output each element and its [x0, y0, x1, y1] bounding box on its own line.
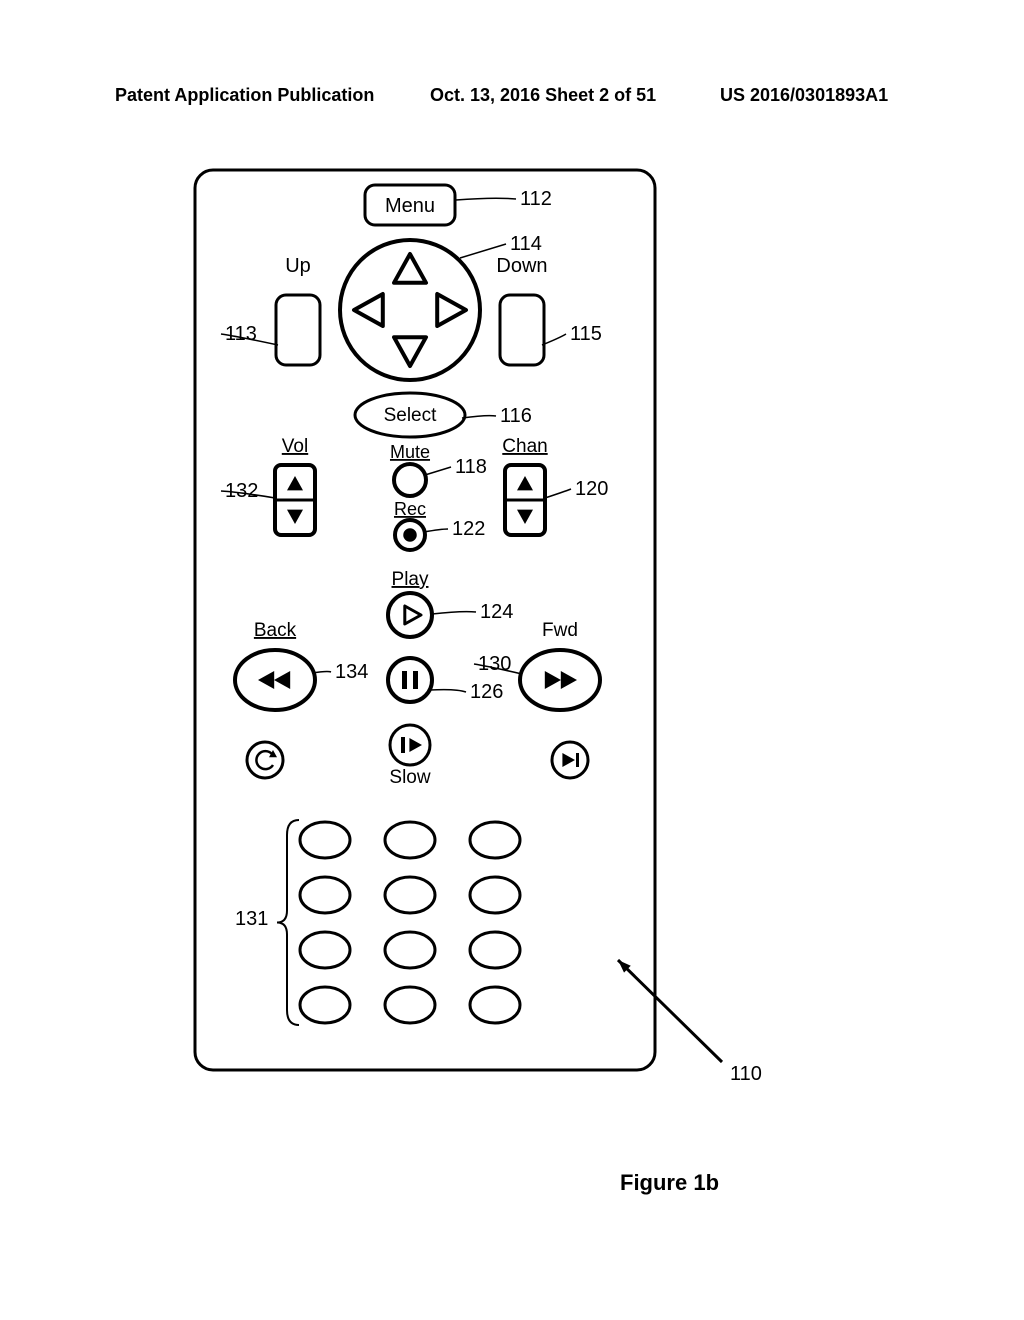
callout-122: 122 [452, 518, 485, 540]
chan-label: Chan [502, 436, 547, 457]
callout-124: 124 [480, 601, 513, 623]
numpad-button[interactable] [300, 877, 350, 913]
pause-bar-icon [402, 671, 407, 689]
numpad-button[interactable] [385, 932, 435, 968]
numpad-button[interactable] [470, 877, 520, 913]
callout-126: 126 [470, 681, 503, 703]
pause-bar-icon [413, 671, 418, 689]
numpad-button[interactable] [385, 822, 435, 858]
up-label: Up [285, 255, 311, 277]
callout-134: 134 [335, 661, 368, 683]
slow-label: Slow [389, 767, 430, 788]
fwd-label: Fwd [542, 620, 578, 641]
callout-113: 113 [225, 323, 257, 345]
numpad-button[interactable] [470, 932, 520, 968]
back-label: Back [254, 620, 297, 641]
numpad-button[interactable] [300, 822, 350, 858]
numpad-button[interactable] [385, 877, 435, 913]
diagram-svg: Menu Up Down Select Vol Chan Mute Rec Play Slow Ba… [0, 0, 1024, 1320]
callout-120: 120 [575, 478, 608, 500]
down-label: Down [496, 255, 547, 277]
vol-label: Vol [282, 436, 308, 457]
numpad-button[interactable] [300, 932, 350, 968]
mute-label: Mute [390, 442, 430, 462]
numpad-button[interactable] [470, 987, 520, 1023]
mute-button[interactable] [394, 464, 426, 496]
numpad-button[interactable] [470, 822, 520, 858]
menu-label: Menu [385, 195, 435, 217]
callout-114: 114 [510, 233, 542, 255]
callout-130: 130 [478, 653, 511, 675]
up-button[interactable] [276, 295, 320, 365]
callout-116: 116 [500, 405, 532, 427]
callout-118: 118 [455, 456, 487, 478]
pause-button[interactable] [388, 658, 432, 702]
rec-label: Rec [394, 499, 426, 519]
figure-caption: Figure 1b [620, 1170, 719, 1195]
callout-110: 110 [730, 1063, 762, 1085]
callout-112: 112 [520, 188, 552, 210]
callout-131: 131 [235, 908, 268, 930]
select-label: Select [384, 405, 438, 426]
numpad-button[interactable] [385, 987, 435, 1023]
replay-button[interactable] [247, 742, 283, 778]
callout-132: 132 [225, 480, 258, 502]
play-label: Play [392, 569, 429, 590]
skip-bar-icon [576, 753, 579, 767]
callout-115: 115 [570, 323, 602, 345]
page: Patent Application Publication Oct. 13, … [0, 0, 1024, 1320]
rec-dot-icon [403, 528, 417, 542]
numpad-button[interactable] [300, 987, 350, 1023]
down-button[interactable] [500, 295, 544, 365]
